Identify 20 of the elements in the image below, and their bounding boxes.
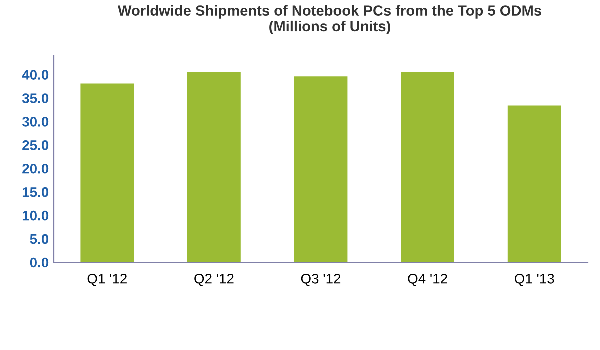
x-tick-label: Q4 '12 xyxy=(408,274,448,286)
x-tick-label: Q3 '12 xyxy=(301,274,341,286)
x-tick-label: Q1 '13 xyxy=(515,274,554,286)
y-tick-label: 40.0 xyxy=(22,70,49,80)
chart-title: Worldwide Shipments of Notebook PCs from the Top 5 ODMs (Millions of Units) xyxy=(118,5,542,35)
bar xyxy=(294,76,348,262)
y-tick-label: 35.0 xyxy=(22,94,49,104)
y-tick-label: 20.0 xyxy=(22,164,49,174)
y-tick-label: 30.0 xyxy=(22,117,49,127)
y-tick-label: 5.0 xyxy=(30,234,49,244)
y-tick-label: 15.0 xyxy=(22,187,49,198)
y-tick-label: 25.0 xyxy=(22,140,49,150)
x-tick-label: Q1 '12 xyxy=(88,274,127,286)
y-tick-label: 10.0 xyxy=(22,210,49,221)
bar xyxy=(80,84,134,262)
y-tick-label: 0.0 xyxy=(30,258,49,268)
bar xyxy=(508,106,562,262)
bar xyxy=(401,72,454,262)
bar xyxy=(188,72,241,262)
x-tick-label: Q2 '12 xyxy=(194,274,234,286)
